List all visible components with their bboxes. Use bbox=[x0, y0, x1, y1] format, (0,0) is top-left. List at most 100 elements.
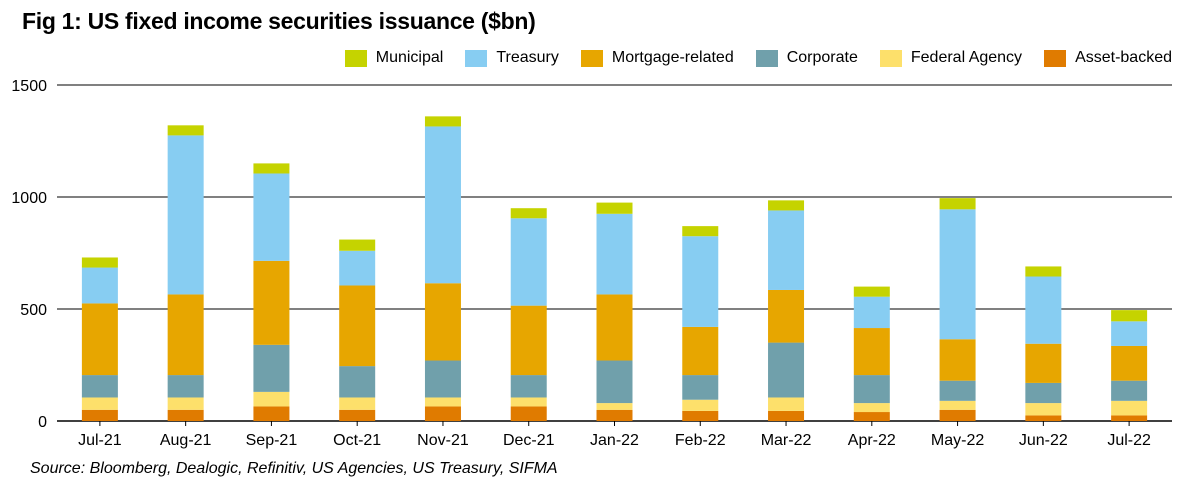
legend-label-mortgage-related: Mortgage-related bbox=[611, 49, 734, 66]
bar-mortgage-related-jul-22 bbox=[1111, 345, 1148, 381]
bar-treasury-may-22 bbox=[939, 209, 976, 340]
x-tick-label-mar-22: Mar-22 bbox=[761, 432, 812, 449]
y-tick-label: 1500 bbox=[11, 78, 47, 95]
bar-corporate-nov-21 bbox=[424, 360, 461, 398]
y-tick-label: 1000 bbox=[11, 190, 47, 207]
legend-swatch-municipal bbox=[344, 49, 367, 67]
bar-asset-backed-sep-21 bbox=[253, 406, 290, 421]
bar-municipal-nov-21 bbox=[424, 116, 461, 127]
bar-federal-agency-aug-21 bbox=[167, 397, 204, 410]
legend-label-corporate: Corporate bbox=[786, 49, 858, 66]
bar-asset-backed-jul-21 bbox=[81, 409, 118, 421]
bar-treasury-jan-22 bbox=[596, 213, 633, 295]
bar-municipal-oct-21 bbox=[339, 239, 376, 251]
x-tick-label-sep-21: Sep-21 bbox=[246, 432, 298, 449]
bar-treasury-apr-22 bbox=[853, 296, 890, 329]
bar-corporate-apr-22 bbox=[853, 375, 890, 404]
bar-corporate-jul-22 bbox=[1111, 380, 1148, 401]
bar-municipal-sep-21 bbox=[253, 163, 290, 174]
bar-asset-backed-nov-21 bbox=[424, 406, 461, 421]
bar-municipal-mar-22 bbox=[768, 200, 805, 211]
bar-treasury-feb-22 bbox=[682, 236, 719, 327]
bar-municipal-jun-22 bbox=[1025, 266, 1062, 277]
bar-municipal-jul-21 bbox=[81, 257, 118, 268]
chart-legend: Municipal Treasury Mortgage-related Corp… bbox=[323, 49, 1172, 67]
legend-item-treasury: Treasury bbox=[465, 49, 559, 67]
bar-mortgage-related-sep-21 bbox=[253, 260, 290, 345]
bar-federal-agency-may-22 bbox=[939, 400, 976, 410]
bar-federal-agency-sep-21 bbox=[253, 391, 290, 407]
bar-federal-agency-nov-21 bbox=[424, 397, 461, 407]
bar-mortgage-related-aug-21 bbox=[167, 294, 204, 376]
bar-asset-backed-jan-22 bbox=[596, 409, 633, 421]
legend-label-asset-backed: Asset-backed bbox=[1075, 49, 1172, 66]
bar-federal-agency-jan-22 bbox=[596, 403, 633, 410]
x-tick-label-nov-21: Nov-21 bbox=[417, 432, 469, 449]
legend-swatch-asset-backed bbox=[1044, 49, 1067, 67]
y-tick-label: 500 bbox=[20, 302, 47, 319]
bar-treasury-jul-22 bbox=[1111, 321, 1148, 346]
x-tick-label-jun-22: Jun-22 bbox=[1019, 432, 1068, 449]
bar-treasury-oct-21 bbox=[339, 250, 376, 286]
x-tick-label-jan-22: Jan-22 bbox=[590, 432, 639, 449]
axis-ticks: 0 500 1000 1500 Jul-21 Aug-21 Sep-21 Oct-21 Nov-… bbox=[11, 78, 1151, 449]
bar-municipal-jan-22 bbox=[596, 202, 633, 214]
legend-label-treasury: Treasury bbox=[496, 49, 559, 66]
bar-mortgage-related-oct-21 bbox=[339, 285, 376, 367]
bar-asset-backed-dec-21 bbox=[510, 406, 547, 421]
bar-corporate-mar-22 bbox=[768, 342, 805, 398]
legend-item-federal-agency: Federal Agency bbox=[879, 49, 1023, 67]
bar-corporate-jun-22 bbox=[1025, 382, 1062, 404]
x-tick-label-feb-22: Feb-22 bbox=[675, 432, 726, 449]
x-tick-label-jul-22: Jul-22 bbox=[1107, 432, 1151, 449]
bar-mortgage-related-dec-21 bbox=[510, 305, 547, 376]
bar-mortgage-related-nov-21 bbox=[424, 283, 461, 361]
x-tick-label-aug-21: Aug-21 bbox=[160, 432, 212, 449]
bar-corporate-may-22 bbox=[939, 380, 976, 401]
bar-asset-backed-apr-22 bbox=[853, 412, 890, 421]
bar-asset-backed-feb-22 bbox=[682, 410, 719, 421]
bar-corporate-sep-21 bbox=[253, 344, 290, 392]
legend-swatch-corporate bbox=[755, 49, 778, 67]
x-tick-label-apr-22: Apr-22 bbox=[848, 432, 896, 449]
legend-swatch-treasury bbox=[465, 49, 488, 67]
bar-treasury-aug-21 bbox=[167, 135, 204, 295]
bar-treasury-mar-22 bbox=[768, 210, 805, 290]
legend-item-asset-backed: Asset-backed bbox=[1044, 49, 1172, 67]
bar-federal-agency-mar-22 bbox=[768, 397, 805, 411]
legend-item-corporate: Corporate bbox=[755, 49, 858, 67]
source-note: Source: Bloomberg, Dealogic, Refinitiv, … bbox=[30, 460, 558, 477]
bar-federal-agency-jun-22 bbox=[1025, 403, 1062, 416]
legend-swatch-federal-agency bbox=[879, 49, 902, 67]
bar-asset-backed-jul-22 bbox=[1111, 415, 1148, 421]
bar-mortgage-related-feb-22 bbox=[682, 326, 719, 376]
bar-mortgage-related-may-22 bbox=[939, 339, 976, 381]
bar-treasury-dec-21 bbox=[510, 218, 547, 306]
x-tick-label-may-22: May-22 bbox=[931, 432, 984, 449]
bar-asset-backed-oct-21 bbox=[339, 409, 376, 421]
bars bbox=[81, 116, 1148, 421]
bar-municipal-aug-21 bbox=[167, 125, 204, 136]
bar-municipal-apr-22 bbox=[853, 286, 890, 297]
bar-corporate-feb-22 bbox=[682, 375, 719, 400]
bar-municipal-dec-21 bbox=[510, 208, 547, 219]
bar-asset-backed-may-22 bbox=[939, 409, 976, 421]
bar-corporate-aug-21 bbox=[167, 375, 204, 398]
bar-mortgage-related-mar-22 bbox=[768, 289, 805, 343]
bar-municipal-may-22 bbox=[939, 198, 976, 210]
bar-federal-agency-apr-22 bbox=[853, 403, 890, 413]
y-tick-label: 0 bbox=[38, 414, 47, 431]
legend-label-federal-agency: Federal Agency bbox=[910, 49, 1023, 66]
bar-federal-agency-dec-21 bbox=[510, 397, 547, 407]
x-tick-label-dec-21: Dec-21 bbox=[503, 432, 555, 449]
bar-treasury-sep-21 bbox=[253, 173, 290, 261]
bar-municipal-feb-22 bbox=[682, 226, 719, 237]
bar-asset-backed-mar-22 bbox=[768, 410, 805, 421]
legend-swatch-mortgage-related bbox=[580, 49, 603, 67]
bar-corporate-jul-21 bbox=[81, 375, 118, 398]
legend-label-municipal: Municipal bbox=[375, 49, 444, 66]
x-tick-label-jul-21: Jul-21 bbox=[78, 432, 122, 449]
bar-mortgage-related-jun-22 bbox=[1025, 343, 1062, 383]
bar-corporate-oct-21 bbox=[339, 366, 376, 398]
